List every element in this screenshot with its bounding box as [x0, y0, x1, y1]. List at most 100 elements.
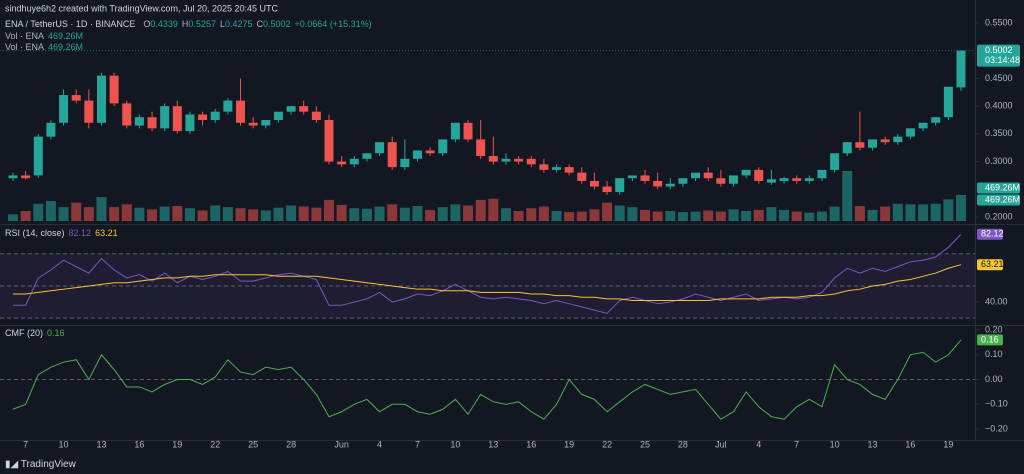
candle-body — [564, 167, 574, 173]
volume-bar — [526, 208, 537, 221]
candle-body — [830, 153, 840, 170]
x-tick-label: 13 — [96, 439, 106, 449]
volume-badge-value: 469.26M — [985, 182, 1020, 192]
candle-body — [893, 136, 903, 143]
candle-body — [198, 114, 208, 120]
candle-body — [514, 158, 524, 162]
x-tick-label: 13 — [488, 439, 498, 449]
volume-bar — [791, 211, 802, 221]
y-tick-label: 0.2000 — [985, 211, 1013, 221]
candle-body — [59, 95, 69, 123]
x-tick-label: 7 — [794, 439, 799, 449]
candle-body — [653, 180, 663, 187]
ohlc-value: 0.5257 — [188, 19, 216, 29]
volume-bar — [361, 208, 372, 221]
candle-body — [387, 142, 397, 168]
volume-legend-name: Vol · ENA — [5, 31, 44, 41]
volume-bar — [943, 199, 954, 221]
x-tick-label: Jul — [715, 439, 727, 449]
y-tick-label: 0.4500 — [985, 73, 1013, 83]
x-tick-label: 10 — [450, 439, 460, 449]
ohlc-value: 0.4339 — [150, 19, 178, 29]
candle-body — [880, 139, 890, 143]
x-tick-label: 10 — [830, 439, 840, 449]
candle-body — [552, 167, 562, 170]
volume-bar — [437, 207, 448, 221]
ohlc-key: L — [220, 19, 225, 29]
candle-body — [109, 75, 119, 104]
volume-bar — [197, 210, 208, 221]
volume-bar — [273, 207, 284, 221]
volume-bar — [538, 206, 549, 221]
volume-bar — [260, 210, 271, 221]
price-badge-timer: 03:14:48 — [985, 55, 1020, 65]
volume-bar — [854, 206, 865, 221]
value-badge-text: 82.12 — [981, 229, 1004, 239]
volume-bar — [513, 211, 524, 221]
x-tick-label: 13 — [868, 439, 878, 449]
volume-legend-value: 469.26M — [48, 42, 83, 52]
volume-bar — [248, 209, 259, 221]
y-tick-label: 0.3000 — [985, 156, 1013, 166]
y-tick-label: 0.5500 — [985, 17, 1013, 27]
price-badge — [977, 44, 1020, 67]
candle-body — [539, 164, 549, 170]
candle-body — [185, 114, 195, 132]
volume-bar — [349, 208, 360, 221]
candle-body — [779, 178, 789, 181]
volume-bar — [336, 204, 347, 221]
volume-bar — [753, 209, 764, 221]
candle-body — [842, 142, 852, 154]
ohlc-value: 0.5002 — [263, 19, 291, 29]
volume-bar — [412, 206, 423, 221]
candle-body — [21, 175, 31, 179]
volume-bar — [703, 210, 714, 221]
candle-body — [602, 186, 612, 193]
candle-body — [8, 175, 18, 179]
candle-body — [337, 161, 347, 165]
volume-bar — [627, 207, 638, 221]
volume-bar — [159, 206, 170, 221]
candle-body — [855, 142, 865, 148]
volume-bar — [640, 209, 650, 221]
candle-body — [147, 117, 157, 129]
symbol: ENA / TetherUS · 1D · BINANCE — [5, 19, 135, 29]
x-tick-label: 19 — [172, 439, 182, 449]
x-tick-label: 22 — [210, 439, 220, 449]
candle-body — [905, 128, 915, 137]
change: +0.0664 (+15.31%) — [295, 19, 372, 29]
volume-bar — [766, 207, 777, 221]
value-badge — [977, 259, 1003, 271]
pane-legend-value: 0.16 — [47, 328, 65, 338]
volume-bar — [45, 201, 56, 221]
candle-body — [956, 50, 966, 88]
candle-body — [741, 169, 751, 176]
x-tick-label: Jun — [334, 439, 349, 449]
volume-legend: Vol · ENA 469.26M — [5, 31, 83, 41]
candle-body — [46, 122, 56, 137]
candle-body — [754, 169, 764, 181]
candle-body — [868, 139, 878, 148]
candle-body — [501, 158, 511, 162]
pane-title-text: RSI (14, close) — [5, 228, 65, 238]
volume-legend-value: 469.26M — [48, 31, 83, 41]
candle-body — [792, 178, 802, 181]
x-tick-label: 22 — [602, 439, 612, 449]
candle-body — [324, 120, 334, 162]
y-tick-label: 0.10 — [985, 349, 1003, 359]
candle-body — [273, 111, 283, 120]
volume-bar — [918, 204, 929, 221]
volume-bar — [665, 211, 676, 221]
volume-bar — [399, 207, 410, 221]
candle-body — [160, 106, 170, 129]
volume-bar — [33, 203, 44, 221]
candle-body — [33, 136, 43, 176]
candle-body — [236, 100, 246, 123]
ohlc-key: O — [143, 19, 150, 29]
pane-legend-value: 82.12 — [69, 228, 92, 238]
candle-body — [526, 158, 536, 165]
volume-bar — [867, 209, 878, 221]
candle-body — [463, 122, 473, 140]
volume-bar — [222, 207, 233, 221]
